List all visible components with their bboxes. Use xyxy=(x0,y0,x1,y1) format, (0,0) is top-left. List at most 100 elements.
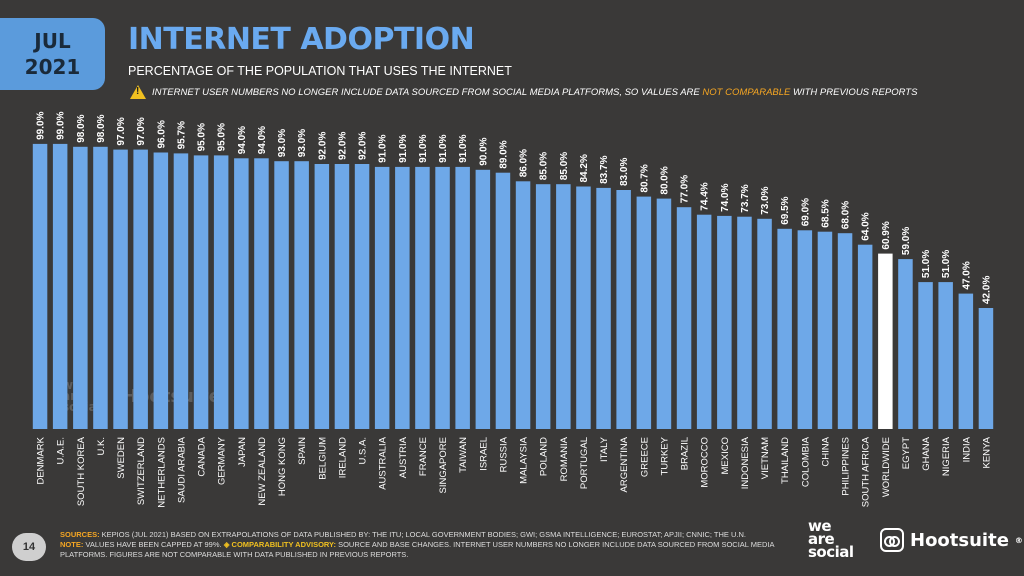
warning-icon xyxy=(130,85,146,99)
sources-text: KEPIOS (JUL 2021) BASED ON EXTRAPOLATION… xyxy=(99,530,746,539)
owl-icon xyxy=(880,528,904,552)
category-label: GERMANY xyxy=(217,436,228,485)
category-label: AUSTRALIA xyxy=(378,436,389,489)
category-label: INDONESIA xyxy=(740,436,751,489)
bar-germany xyxy=(213,155,229,429)
category-label: CANADA xyxy=(197,436,208,476)
bar-austria xyxy=(395,166,410,429)
bar-canada xyxy=(193,155,209,429)
value-label: 84.2% xyxy=(579,154,590,182)
category-label: RUSSIA xyxy=(498,436,509,472)
category-label: U.A.E. xyxy=(56,437,67,464)
bar-u-s-a- xyxy=(354,164,370,429)
value-label: 73.0% xyxy=(760,186,771,214)
value-label: 91.0% xyxy=(418,134,429,162)
category-label: NETHERLANDS xyxy=(156,437,167,508)
value-label: 98.0% xyxy=(76,114,87,142)
value-label: 80.7% xyxy=(639,164,650,192)
date-month: JUL xyxy=(34,29,71,53)
bar-argentina xyxy=(616,190,631,429)
hootsuite-registered-mark: ® xyxy=(1014,535,1023,545)
category-label: PORTUGAL xyxy=(579,437,590,489)
page-subtitle: PERCENTAGE OF THE POPULATION THAT USES T… xyxy=(128,64,512,78)
bar-portugal xyxy=(576,186,591,429)
category-label: AUSTRIA xyxy=(398,436,409,478)
bar-belgium xyxy=(314,164,330,429)
bar-netherlands xyxy=(153,152,169,429)
value-label: 90.0% xyxy=(478,137,489,165)
value-label: 77.0% xyxy=(680,175,691,203)
value-label: 92.0% xyxy=(337,132,348,160)
bar-france xyxy=(415,166,430,429)
date-badge: JUL 2021 xyxy=(0,18,105,90)
category-label: WORLDWIDE xyxy=(881,437,892,497)
category-label: SWEDEN xyxy=(116,437,127,479)
value-label: 89.0% xyxy=(498,140,509,168)
value-label: 99.0% xyxy=(56,111,67,139)
category-label: COLOMBIA xyxy=(800,436,811,487)
value-label: 42.0% xyxy=(981,276,992,304)
value-label: 93.0% xyxy=(297,129,308,157)
category-label: GREECE xyxy=(639,437,650,477)
category-label: FRANCE xyxy=(418,437,429,476)
value-label: 95.0% xyxy=(197,123,208,151)
bar-colombia xyxy=(797,230,813,429)
bar-u-a-e- xyxy=(52,143,68,429)
hootsuite-logo: Hootsuite ® xyxy=(880,528,1023,552)
value-label: 47.0% xyxy=(961,261,972,289)
value-label: 68.5% xyxy=(820,199,831,227)
warning-text: INTERNET USER NUMBERS NO LONGER INCLUDE … xyxy=(152,87,917,98)
bar-china xyxy=(817,231,833,429)
category-label: POLAND xyxy=(539,437,550,476)
category-label: GHANA xyxy=(921,436,932,470)
value-label: 91.0% xyxy=(458,134,469,162)
footer-notes: SOURCES: KEPIOS (JUL 2021) BASED ON EXTR… xyxy=(60,530,780,560)
value-label: 91.0% xyxy=(398,134,409,162)
note-text: VALUES HAVE BEEN CAPPED AT 99%. xyxy=(83,540,224,549)
value-label: 94.0% xyxy=(237,126,248,154)
bar-taiwan xyxy=(455,166,470,429)
value-label: 59.0% xyxy=(901,227,912,255)
value-label: 74.0% xyxy=(720,183,731,211)
advisory-text: SOURCE AND BASE CHANGES. INTERNET USER N… xyxy=(60,540,775,559)
bar-u-k- xyxy=(93,146,108,430)
category-label: ROMANIA xyxy=(559,436,570,481)
bar-worldwide xyxy=(878,253,893,429)
category-label: MEXICO xyxy=(720,437,731,474)
category-label: TAIWAN xyxy=(458,437,469,473)
category-label: U.K. xyxy=(96,437,107,455)
value-label: 97.0% xyxy=(116,117,127,145)
category-label: SOUTH AFRICA xyxy=(861,436,872,507)
value-label: 80.0% xyxy=(659,166,670,194)
value-label: 99.0% xyxy=(36,111,47,139)
note-label: NOTE: xyxy=(60,540,84,549)
bar-sweden xyxy=(113,149,128,429)
value-label: 95.0% xyxy=(217,123,228,151)
category-label: SINGAPORE xyxy=(438,437,449,494)
we-are-social-logo: we are social xyxy=(808,519,854,561)
bar-russia xyxy=(495,172,511,429)
advisory-label: ◈ COMPARABILITY ADVISORY: xyxy=(223,540,336,549)
was-line3: social xyxy=(808,543,854,561)
category-label: SPAIN xyxy=(297,437,308,465)
category-label: BRAZIL xyxy=(680,437,691,470)
category-label: EGYPT xyxy=(901,437,912,469)
value-label: 83.0% xyxy=(619,158,630,186)
category-label: INDIA xyxy=(961,436,972,462)
date-year: 2021 xyxy=(24,55,81,79)
category-label: MALAYSIA xyxy=(519,436,530,483)
category-label: KENYA xyxy=(981,436,992,468)
category-label: SAUDI ARABIA xyxy=(176,436,187,503)
value-label: 69.5% xyxy=(780,196,791,224)
value-label: 91.0% xyxy=(378,134,389,162)
bar-mexico xyxy=(717,215,732,429)
was-line2: are xyxy=(808,530,835,548)
bar-brazil xyxy=(676,207,692,429)
value-label: 91.0% xyxy=(438,134,449,162)
bar-kenya xyxy=(978,308,994,429)
bar-thailand xyxy=(777,228,792,429)
value-label: 93.0% xyxy=(277,129,288,157)
value-label: 68.0% xyxy=(841,201,852,229)
category-label: NEW ZEALAND xyxy=(257,437,268,506)
category-label: CHINA xyxy=(820,436,831,466)
